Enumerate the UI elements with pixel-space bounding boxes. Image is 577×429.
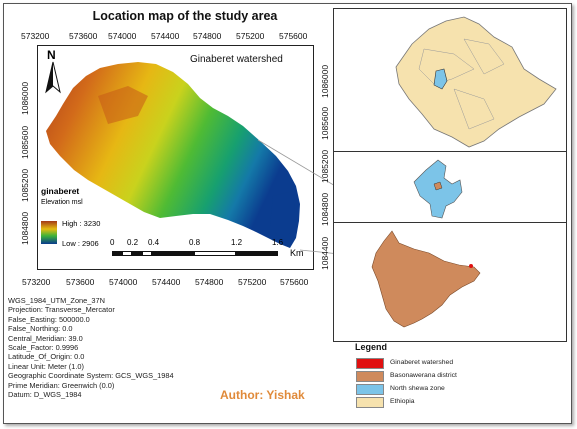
legend-swatch-district — [356, 371, 384, 382]
projection-line: Geographic Coordinate System: GCS_WGS_19… — [8, 371, 174, 381]
x-tick-bottom: 575600 — [280, 277, 309, 287]
projection-line: Projection: Transverse_Mercator — [8, 305, 115, 315]
projection-line: Prime Meridian: Greenwich (0.0) — [8, 380, 115, 390]
elevation-raster — [46, 62, 300, 248]
watershed-map: Ginaberet watershed N ginaberet Elevatio… — [37, 45, 314, 270]
projection-line: Latitude_Of_Origin: 0.0 — [8, 352, 85, 362]
north-label: N — [47, 48, 56, 62]
legend-label: Basonawerana district — [390, 372, 457, 379]
y-tick-right: 1086000 — [320, 64, 330, 98]
elevation-high: High : 3230 — [62, 219, 101, 228]
scale-label: 0.2 — [127, 238, 139, 247]
elevation-low: Low : 2906 — [62, 239, 99, 248]
legend-swatch-watershed — [356, 358, 384, 369]
elevation-layer-name: ginaberet — [41, 186, 80, 196]
watershed-label: Ginaberet watershed — [190, 54, 283, 65]
high-elevation-patch — [98, 86, 148, 124]
district-map — [371, 230, 481, 328]
low-elevation-patch — [270, 191, 296, 241]
scale-label: 0 — [110, 238, 115, 247]
map-frame — [3, 3, 572, 424]
scale-label: 0.4 — [148, 238, 160, 247]
x-tick-top: 573200 — [21, 31, 50, 41]
x-tick-bottom: 574400 — [152, 277, 181, 287]
author-credit: Author: Yishak — [220, 388, 305, 402]
district-inset — [333, 222, 567, 342]
projection-line: Scale_Factor: 0.9996 — [8, 343, 79, 353]
projection-line: WGS_1984_UTM_Zone_37N — [8, 296, 105, 305]
north-arrow-icon — [45, 61, 61, 94]
projection-line: Central_Meridian: 39.0 — [8, 333, 83, 343]
map-title: Location map of the study area — [92, 9, 278, 23]
legend-swatch-zone — [356, 384, 384, 395]
legend-label: Ginaberet watershed — [390, 359, 454, 366]
ethiopia-map — [395, 16, 557, 148]
x-tick-top: 574800 — [193, 31, 222, 41]
north-shewa-inset — [333, 151, 567, 225]
x-tick-bottom: 573200 — [22, 277, 51, 287]
legend-swatch-ethiopia — [356, 397, 384, 408]
scale-label: 1.2 — [231, 238, 243, 247]
scale-label: 1.6 — [272, 238, 284, 247]
x-tick-top: 575200 — [236, 31, 265, 41]
x-tick-bottom: 573600 — [66, 277, 95, 287]
x-tick-bottom: 574000 — [109, 277, 138, 287]
x-tick-bottom: 575200 — [238, 277, 267, 287]
legend-title: Legend — [355, 342, 388, 352]
elevation-field: Elevation msl — [41, 199, 83, 206]
legend-label: North shewa zone — [390, 385, 445, 392]
scale-label: 0.8 — [189, 238, 201, 247]
scale-unit: Km — [290, 248, 304, 258]
projection-info: WGS_1984_UTM_Zone_37N Projection: Transv… — [8, 296, 174, 399]
x-tick-top: 574400 — [151, 31, 180, 41]
x-tick-top: 573600 — [69, 31, 98, 41]
x-tick-top: 574000 — [108, 31, 137, 41]
legend-label: Ethiopia — [390, 398, 415, 405]
projection-line: Linear Unit: Meter (1.0) — [8, 361, 84, 371]
x-tick-top: 575600 — [279, 31, 308, 41]
y-tick-right: 1084400 — [320, 236, 330, 270]
projection-line: False_Easting: 500000.0 — [8, 314, 90, 324]
x-tick-bottom: 574800 — [195, 277, 224, 287]
projection-line: Datum: D_WGS_1984 — [8, 390, 82, 400]
elevation-color-ramp — [41, 221, 57, 244]
y-tick-right: 1085600 — [320, 106, 330, 140]
ethiopia-inset — [333, 8, 567, 153]
y-tick-right: 1084800 — [320, 192, 330, 226]
projection-line: False_Northing: 0.0 — [8, 324, 73, 334]
north-shewa-map — [413, 159, 463, 219]
y-tick-right: 1085200 — [320, 149, 330, 183]
